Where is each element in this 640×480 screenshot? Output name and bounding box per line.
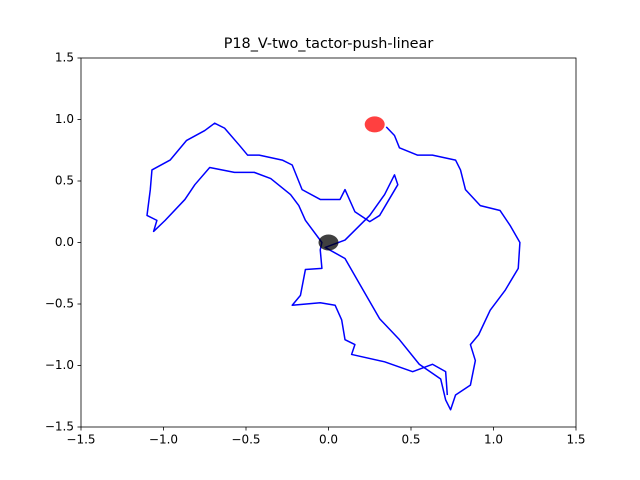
y-tick-label: −0.5 (45, 297, 74, 311)
marker-point (364, 116, 385, 133)
y-tick-label: 0.0 (55, 235, 74, 249)
x-tick-label: 0.0 (319, 433, 338, 447)
y-tick-label: −1.5 (45, 420, 74, 434)
x-tick-label: 1.0 (484, 433, 503, 447)
trajectory-line (146, 122, 521, 411)
x-tick-label: 0.5 (401, 433, 420, 447)
plot-frame (80, 57, 577, 428)
y-tick-label: 1.0 (55, 112, 74, 126)
x-tick-label: −1.0 (149, 433, 178, 447)
x-tick-label: 1.5 (566, 433, 585, 447)
chart-title: P18_V-two_tactor-push-linear (224, 36, 434, 52)
marker-point (318, 234, 339, 251)
y-tick-label: 1.5 (55, 51, 74, 65)
x-tick-label: −0.5 (231, 433, 260, 447)
y-tick-label: 0.5 (55, 174, 74, 188)
x-tick-label: −1.5 (66, 433, 95, 447)
y-tick-label: −1.0 (45, 358, 74, 372)
